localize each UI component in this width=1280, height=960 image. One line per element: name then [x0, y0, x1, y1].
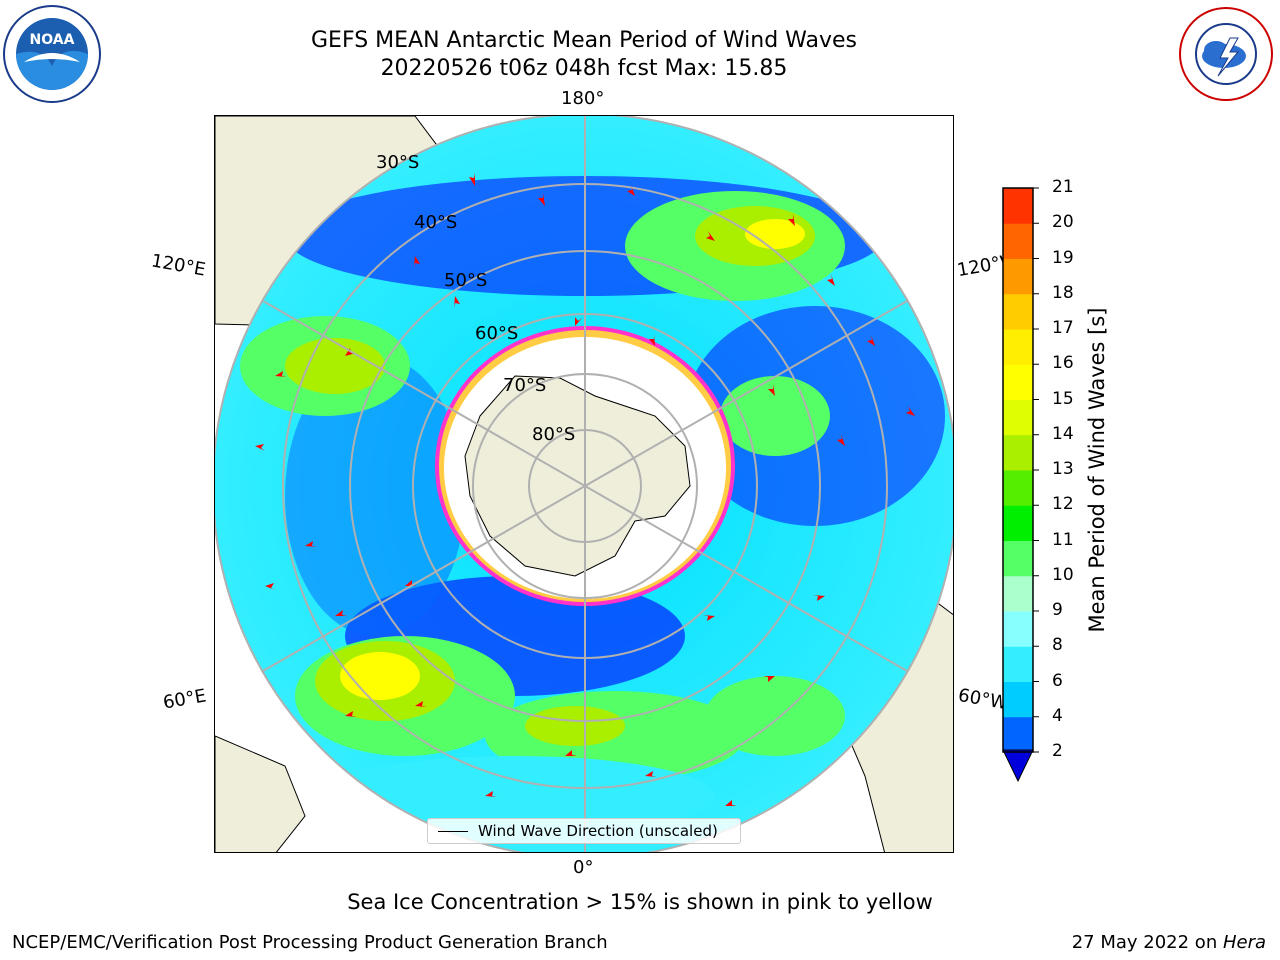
- chart-subtitle: 20220526 t06z 048h fcst Max: 15.85: [380, 56, 788, 81]
- colorbar-band: [1003, 293, 1033, 330]
- colorbar-band: [1003, 540, 1033, 577]
- legend-label: Wind Wave Direction (unscaled): [478, 822, 718, 840]
- footer-date: 27 May 2022 on Hera: [1072, 932, 1266, 953]
- lat-label-50s: 50°S: [444, 270, 488, 291]
- lat-label-60s: 60°S: [475, 323, 519, 344]
- colorbar-extend-triangle: [1002, 749, 1034, 783]
- colorbar-tick-label: 12: [1052, 494, 1074, 515]
- map-legend: Wind Wave Direction (unscaled): [427, 818, 741, 844]
- colorbar-tick-label: 20: [1052, 212, 1074, 233]
- colorbar-tick-label: 10: [1052, 564, 1074, 585]
- lon-label-120e: 120°E: [149, 250, 208, 281]
- footer-credit: NCEP/EMC/Verification Post Processing Pr…: [12, 932, 608, 953]
- colorbar-band: [1003, 575, 1033, 612]
- lat-label-40s: 40°S: [414, 212, 458, 233]
- colorbar-band: [1003, 646, 1033, 682]
- lon-label-0: 0°: [573, 857, 594, 878]
- colorbar-band: [1003, 611, 1033, 647]
- wind-arrows: [255, 173, 915, 806]
- colorbar-tick-label: 14: [1052, 423, 1074, 444]
- colorbar-tick-label: 17: [1052, 318, 1074, 338]
- lon-label-60e: 60°E: [161, 685, 208, 714]
- lon-label-180: 180°: [561, 88, 605, 109]
- colorbar-tick-label: 2: [1052, 741, 1063, 761]
- colorbar-band: [1003, 505, 1033, 541]
- legend-line-swatch: [438, 831, 468, 832]
- lat-label-80s: 80°S: [532, 424, 576, 445]
- chart-title: GEFS MEAN Antarctic Mean Period of Wind …: [311, 28, 857, 53]
- colorbar: [1002, 187, 1039, 783]
- nws-logo: [1176, 4, 1276, 104]
- colorbar-band: [1003, 223, 1033, 259]
- colorbar-band: [1003, 470, 1033, 506]
- colorbar-tick-label: 9: [1052, 600, 1063, 620]
- colorbar-band: [1003, 399, 1033, 436]
- colorbar-band: [1003, 681, 1033, 718]
- colorbar-tick-label: 6: [1052, 670, 1063, 691]
- colorbar-band: [1003, 716, 1033, 753]
- footer-machine: Hera: [1222, 932, 1266, 953]
- colorbar-band: [1003, 434, 1033, 471]
- colorbar-band: [1003, 188, 1033, 224]
- noaa-logo: NOAA: [2, 4, 102, 104]
- lat-label-30s: 30°S: [376, 152, 420, 173]
- colorbar-title: Mean Period of Wind Waves [s]: [1085, 307, 1109, 633]
- colorbar-band: [1003, 329, 1033, 365]
- footer-date-text: 27 May 2022 on: [1071, 932, 1223, 953]
- colorbar-tick-label: 19: [1052, 247, 1074, 268]
- colorbar-tick-label: 15: [1052, 388, 1074, 409]
- colorbar-tick-label: 18: [1052, 282, 1074, 303]
- noaa-logo-text: NOAA: [30, 32, 75, 48]
- colorbar-band: [1003, 258, 1033, 295]
- graticule: [215, 116, 953, 852]
- colorbar-tick-label: 11: [1052, 529, 1074, 550]
- colorbar-band: [1003, 364, 1033, 400]
- colorbar-tick-label: 16: [1052, 353, 1074, 374]
- colorbar-tick-label: 8: [1052, 635, 1063, 656]
- map-panel: [214, 115, 954, 853]
- land-madagascar: [215, 735, 306, 852]
- lat-label-70s: 70°S: [503, 375, 547, 396]
- land-antarctica: [464, 375, 691, 577]
- colorbar-tick-label: 13: [1052, 459, 1074, 479]
- colorbar-tick-label: 4: [1052, 705, 1063, 726]
- colorbar-tick-label: 21: [1052, 177, 1074, 197]
- caption: Sea Ice Concentration > 15% is shown in …: [347, 890, 933, 914]
- polar-map: [215, 116, 953, 852]
